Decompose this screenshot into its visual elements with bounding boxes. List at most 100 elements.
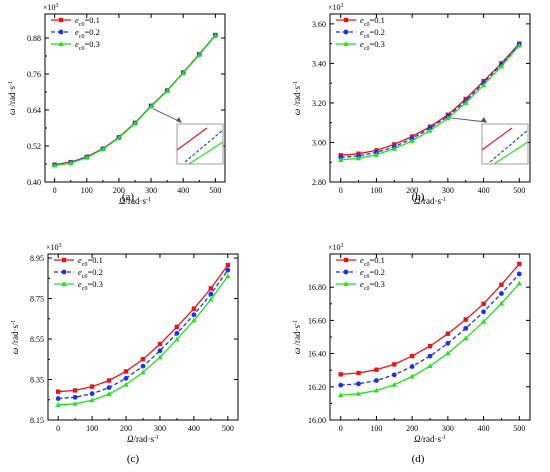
data-point — [68, 160, 74, 166]
zoom-inset — [449, 117, 529, 165]
chart-panel-4: 0 100 200 300 400 500 16.00 16.20 16.40 16.60 16.8… — [292, 243, 531, 465]
data-point — [391, 382, 397, 387]
x-tick-label: 0 — [339, 186, 343, 195]
x-tick-label: 400 — [478, 424, 490, 433]
series-line — [58, 275, 229, 406]
y-tick-label: 8.95 — [30, 254, 44, 263]
data-point — [191, 317, 197, 323]
y-multiplier: ×103 — [43, 3, 59, 12]
legend-marker — [343, 281, 349, 286]
series-2 — [338, 271, 522, 388]
x-axis-label: Ω/rad·s-1 — [127, 434, 159, 444]
legend-value: =0.1 — [87, 255, 102, 265]
x-tick-label: 100 — [81, 186, 93, 195]
y-axis-unit-exponent: -1 — [293, 81, 299, 86]
data-point — [225, 262, 231, 268]
y-tick-label: 0.52 — [27, 142, 41, 151]
panel-caption: (a) — [122, 191, 135, 203]
legend-subscript: c0 — [364, 262, 370, 268]
data-point — [338, 392, 344, 398]
data-point — [463, 335, 469, 341]
data-point — [409, 373, 415, 379]
legend-marker — [58, 41, 64, 46]
plot-frame — [47, 253, 239, 421]
data-point — [89, 391, 95, 397]
legend-subscript: c0 — [364, 22, 370, 28]
data-point — [140, 363, 146, 369]
data-point — [373, 387, 380, 393]
data-point — [208, 296, 214, 302]
legend-symbol: e — [360, 255, 364, 265]
x-tick-label: 500 — [513, 186, 525, 195]
chart-panel-3: 0 100 200 300 400 500 8.15 8.35 8.55 8.75 8.95×103… — [10, 243, 239, 465]
inset-line-series-1 — [176, 127, 208, 151]
panel-caption: (c) — [127, 453, 140, 465]
y-tick-label: 8.75 — [30, 295, 44, 304]
legend-label: ec0=0.3 — [360, 39, 385, 52]
legend-entry-2: ec0=0.2 — [336, 267, 385, 280]
x-axis-label: Ω/rad·s-1 — [414, 196, 446, 206]
data-point — [196, 52, 202, 57]
data-point — [174, 324, 180, 330]
y-tick-label: 16.20 — [308, 383, 326, 392]
legend-value: =0.1 — [369, 15, 384, 25]
legend-entry-1: ec0=0.1 — [336, 255, 385, 268]
y-multiplier-exponent: 3 — [341, 3, 344, 9]
inset-line-series-3 — [493, 141, 529, 165]
y-tick-label: 3.60 — [312, 20, 326, 29]
y-axis-unit: /rad·s — [292, 85, 302, 106]
y-tick-label: 16.80 — [308, 283, 326, 292]
x-tick-label: 400 — [478, 186, 490, 195]
data-point — [174, 336, 180, 342]
legend-marker — [343, 29, 349, 35]
legend-symbol: e — [75, 39, 79, 49]
data-point — [106, 391, 112, 397]
panel-caption: (b) — [412, 191, 425, 203]
series-2 — [55, 267, 231, 401]
y-tick-label: 16.60 — [308, 316, 326, 325]
series-3 — [338, 280, 522, 398]
legend-label: ec0=0.2 — [75, 27, 100, 40]
x-tick-label: 200 — [120, 424, 132, 433]
data-point — [516, 280, 522, 286]
data-point — [164, 88, 170, 94]
data-point — [89, 384, 95, 389]
x-tick-label: 200 — [113, 186, 125, 195]
inset-arrowhead — [176, 117, 182, 123]
y-tick-label: 16.00 — [308, 416, 326, 425]
x-tick-label: 300 — [442, 424, 454, 433]
data-point — [409, 364, 415, 369]
data-point — [427, 343, 433, 349]
y-axis-label: ω /rad·s-1 — [292, 320, 302, 354]
data-point — [100, 146, 106, 152]
x-axis-label: Ω/rad·s-1 — [119, 196, 151, 206]
legend-symbol: e — [360, 15, 364, 25]
y-axis-symbol: ω — [10, 345, 20, 354]
data-point — [72, 394, 78, 400]
data-point — [106, 378, 112, 383]
legend-value: =0.2 — [84, 27, 99, 37]
data-point — [355, 390, 362, 396]
y-multiplier: ×103 — [46, 243, 62, 252]
data-point — [148, 103, 154, 109]
x-axis-unit-exponent: -1 — [154, 435, 159, 441]
inset-line-series-3 — [188, 141, 224, 165]
x-tick-label: 300 — [145, 186, 157, 195]
series-1 — [55, 262, 231, 394]
data-point — [123, 381, 129, 387]
data-point — [481, 309, 486, 315]
y-axis-symbol: ω — [292, 106, 302, 115]
series-1 — [338, 261, 522, 377]
y-tick-label: 8.55 — [30, 335, 44, 344]
legend-marker — [343, 41, 349, 46]
y-axis-unit: /rad·s — [10, 324, 20, 345]
legend-label: ec0=0.2 — [360, 267, 385, 280]
legend-entry-3: ec0=0.3 — [51, 39, 100, 52]
x-axis-symbol: Ω — [414, 434, 421, 444]
legend-entry-2: ec0=0.2 — [54, 267, 103, 280]
legend-subscript: c0 — [79, 34, 85, 40]
legend-label: ec0=0.2 — [78, 267, 103, 280]
y-multiplier: ×103 — [328, 243, 344, 252]
data-point — [140, 369, 146, 375]
data-point — [72, 401, 78, 406]
